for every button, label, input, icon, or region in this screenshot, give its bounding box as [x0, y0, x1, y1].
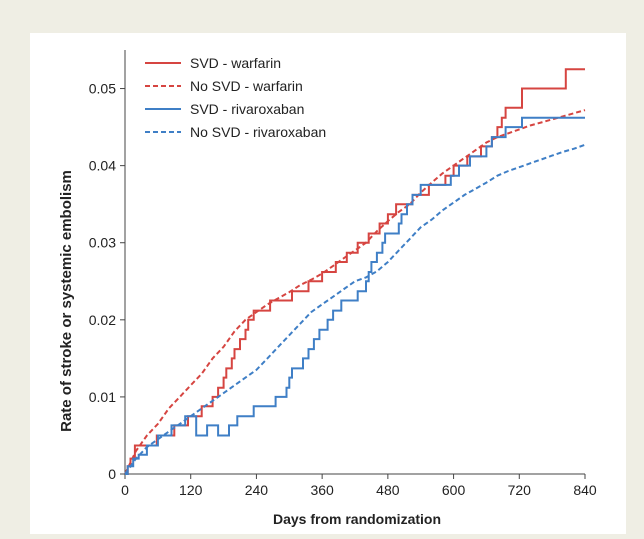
series-layer: [124, 68, 586, 475]
stroke-rate-line-chart: 0 120 240 360 480 600 720 840 0 0.01 0.02 0.03 0.04 0…: [58, 50, 597, 527]
chart-panel: 0 120 240 360 480 600 720 840 0 0.01 0.02 0.03 0.04 0…: [30, 33, 626, 534]
legend-label: No SVD - rivaroxaban: [190, 124, 326, 140]
x-tick-label: 0: [121, 482, 129, 498]
x-tick-label: 720: [508, 482, 532, 498]
x-tick-label: 240: [245, 482, 269, 498]
legend-label: SVD - warfarin: [190, 55, 281, 71]
x-axis-label: Days from randomization: [273, 511, 441, 527]
y-tick-label: 0.05: [89, 81, 116, 97]
x-tick-label: 120: [179, 482, 203, 498]
y-tick-label: 0.02: [89, 312, 116, 328]
series-line-no-svd-rivaroxaban: [124, 143, 586, 475]
y-axis-label: Rate of stroke or systemic embolism: [58, 170, 75, 432]
x-tick-label: 480: [376, 482, 400, 498]
axes: [124, 50, 585, 475]
y-tick-label: 0.03: [89, 235, 116, 251]
x-tick-label: 600: [442, 482, 466, 498]
tick-marks: [120, 88, 586, 479]
x-tick-label: 840: [573, 482, 597, 498]
legend-label: No SVD - warfarin: [190, 78, 303, 94]
y-tick-label: 0.01: [89, 389, 116, 405]
y-tick-label: 0.04: [89, 158, 116, 174]
x-tick-label: 360: [310, 482, 334, 498]
legend-label: SVD - rivaroxaban: [190, 101, 304, 117]
legend: SVD - warfarin No SVD - warfarin SVD - riv…: [145, 55, 326, 140]
series-line-svd-rivaroxaban: [125, 116, 585, 475]
tick-labels: 0 120 240 360 480 600 720 840 0 0.01 0.02 0.03 0.04 0…: [89, 81, 597, 498]
series-line-no-svd-warfarin: [124, 109, 586, 475]
y-tick-label: 0: [108, 466, 116, 482]
